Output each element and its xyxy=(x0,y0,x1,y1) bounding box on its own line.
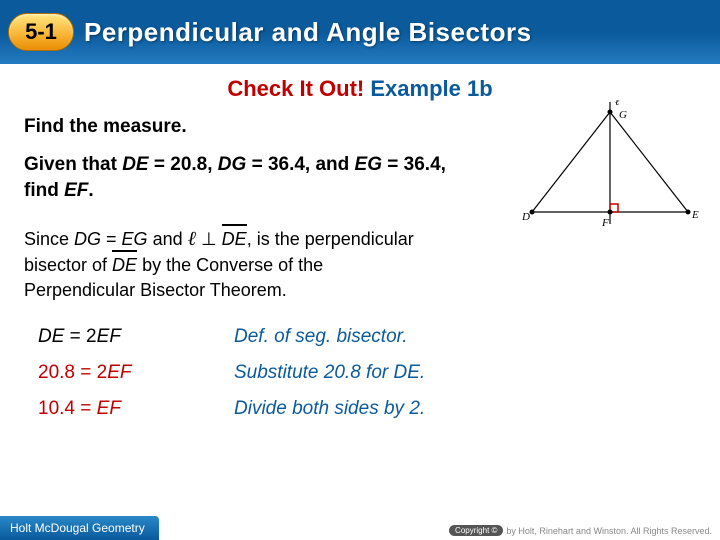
label-ell: ℓ xyxy=(615,100,620,108)
step-lhs-3: 10.4 = EF xyxy=(24,398,234,420)
proof-steps: DE = 2EF Def. of seg. bisector. 20.8 = 2… xyxy=(24,326,696,420)
label-F: F xyxy=(601,217,609,229)
step-rhs-3: Divide both sides by 2. xyxy=(234,398,425,420)
given-dg: DG xyxy=(218,154,247,175)
perp-symbol: ⊥ xyxy=(201,229,217,249)
s2a: 10.4 = xyxy=(38,398,97,419)
exp-and: and xyxy=(148,229,188,249)
triangle-diagram: ℓ G D F E xyxy=(520,100,700,230)
ell-symbol: ℓ xyxy=(188,228,196,250)
step-lhs-1: DE = 2EF xyxy=(24,326,234,348)
s1c: EF xyxy=(107,362,131,383)
given-pre: Given that xyxy=(24,154,122,175)
given-text: Given that DE = 20.8, DG = 36.4, and EG … xyxy=(24,152,464,203)
seg-de-2: DE xyxy=(112,253,137,278)
exp-dg: DG xyxy=(74,229,101,249)
example-subhead: Check It Out! Example 1b xyxy=(0,76,720,102)
copyright-icon: Copyright © xyxy=(449,525,503,536)
s2c: EF xyxy=(97,398,121,419)
section-badge: 5-1 xyxy=(8,13,74,51)
step-row: 10.4 = EF Divide both sides by 2. xyxy=(24,398,696,420)
given-m1: = 20.8, xyxy=(149,154,218,175)
given-end: . xyxy=(88,180,93,201)
given-ef: EF xyxy=(64,180,88,201)
s0a: DE xyxy=(38,326,64,347)
seg-de-1: DE xyxy=(222,227,247,252)
example-label: Example 1b xyxy=(370,76,492,101)
header-bar: 5-1 Perpendicular and Angle Bisectors xyxy=(0,0,720,64)
step-row: 20.8 = 2EF Substitute 20.8 for DE. xyxy=(24,362,696,384)
exp-a: Since xyxy=(24,229,74,249)
footer-brand: Holt McDougal Geometry xyxy=(0,516,159,540)
step-rhs-1: Def. of seg. bisector. xyxy=(234,326,408,348)
footer-copyright: Copyright © by Holt, Rinehart and Winsto… xyxy=(449,525,712,536)
step-row: DE = 2EF Def. of seg. bisector. xyxy=(24,326,696,348)
label-E: E xyxy=(691,209,699,221)
s0c: EF xyxy=(97,326,121,347)
copyright-text: by Holt, Rinehart and Winston. All Right… xyxy=(506,526,712,536)
given-eg: EG xyxy=(355,154,382,175)
step-lhs-2: 20.8 = 2EF xyxy=(24,362,234,384)
label-D: D xyxy=(521,211,530,223)
explanation-text: Since DG = EG and ℓ ⊥ DE, is the perpend… xyxy=(24,225,434,303)
given-de: DE xyxy=(122,154,148,175)
exp-eg: EG xyxy=(122,229,148,249)
s0b: = 2 xyxy=(64,326,96,347)
given-m2: = 36.4, and xyxy=(246,154,354,175)
header-title: Perpendicular and Angle Bisectors xyxy=(84,17,532,48)
exp-eq: = xyxy=(101,229,122,249)
label-G: G xyxy=(619,109,627,121)
check-it-out-label: Check It Out! xyxy=(227,76,364,101)
step-rhs-2: Substitute 20.8 for DE. xyxy=(234,362,425,384)
s1a: 20.8 = 2 xyxy=(38,362,107,383)
